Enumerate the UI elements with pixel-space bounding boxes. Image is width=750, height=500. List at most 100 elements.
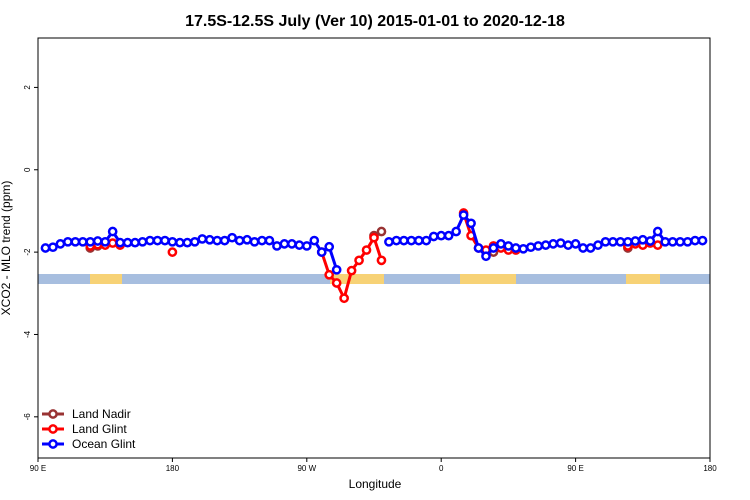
x-tick-label: 180	[703, 464, 717, 473]
point	[249, 236, 260, 247]
land-patch	[626, 274, 660, 284]
point	[331, 264, 342, 275]
point	[145, 235, 155, 246]
point	[294, 240, 305, 250]
point	[227, 232, 237, 243]
point	[540, 240, 551, 250]
point	[615, 236, 626, 247]
x-axis-label: Longitude	[349, 477, 402, 491]
point	[324, 269, 335, 280]
point	[339, 293, 349, 304]
point	[160, 235, 170, 246]
legend-marker	[48, 409, 58, 419]
y-tick-label: -2	[23, 248, 32, 256]
y-axis-label: XCO2 - MLO trend (ppm)	[0, 181, 13, 316]
point	[623, 236, 633, 247]
y-tick-label: -6	[23, 413, 32, 421]
point	[137, 236, 148, 247]
point	[697, 235, 708, 246]
series	[85, 208, 663, 304]
point	[272, 241, 282, 251]
point	[107, 238, 118, 248]
point	[107, 226, 118, 237]
point	[204, 234, 215, 245]
point	[361, 245, 372, 255]
point	[287, 239, 297, 249]
point	[436, 230, 447, 241]
point	[40, 243, 51, 253]
point	[100, 236, 111, 247]
point	[525, 242, 536, 253]
y-tick-label: 0	[23, 167, 32, 172]
point	[85, 236, 96, 247]
plot-frame	[37, 37, 711, 459]
point	[660, 236, 671, 247]
point	[264, 235, 275, 246]
point	[652, 226, 663, 237]
point	[637, 234, 648, 245]
point	[152, 235, 163, 246]
legend-label: Ocean Glint	[72, 437, 136, 451]
point	[428, 231, 439, 242]
point	[555, 238, 566, 248]
point	[346, 265, 357, 276]
point	[257, 235, 267, 246]
point	[600, 236, 611, 247]
point	[652, 240, 663, 250]
point	[511, 243, 521, 253]
point	[77, 236, 88, 247]
point	[309, 235, 320, 246]
point	[421, 235, 432, 246]
legend-marker	[48, 439, 58, 449]
point	[682, 236, 693, 247]
point	[197, 234, 208, 244]
x-tick-label: 0	[439, 464, 444, 473]
point	[115, 237, 125, 248]
point	[413, 235, 424, 246]
point	[48, 242, 58, 253]
x-tick-label: 90 E	[567, 464, 583, 473]
point	[399, 235, 409, 246]
point	[473, 243, 484, 253]
land-patch	[330, 274, 384, 284]
point	[667, 236, 678, 247]
point	[167, 236, 178, 247]
point	[675, 236, 685, 247]
point	[92, 236, 103, 246]
land-mask-band	[38, 274, 710, 284]
point	[212, 235, 223, 246]
point	[219, 235, 230, 246]
point	[242, 234, 252, 245]
point	[578, 243, 588, 253]
point	[458, 210, 469, 220]
point	[301, 241, 312, 251]
point	[130, 237, 140, 248]
point	[279, 239, 290, 249]
point	[533, 241, 544, 251]
legend-marker	[48, 424, 58, 434]
point	[570, 239, 581, 249]
land-patch	[90, 274, 122, 284]
point	[175, 237, 185, 248]
point	[548, 239, 559, 249]
series	[40, 210, 708, 275]
point	[167, 247, 178, 257]
point	[331, 278, 342, 288]
point	[70, 236, 81, 247]
point	[316, 247, 327, 257]
point	[608, 236, 618, 247]
land-patch	[460, 274, 516, 284]
point	[496, 239, 506, 249]
point	[451, 226, 461, 237]
point	[369, 232, 379, 243]
x-tick-label: 90 W	[297, 464, 316, 473]
point	[391, 235, 402, 246]
point	[503, 241, 514, 251]
legend-label: Land Nadir	[72, 407, 131, 421]
point	[481, 251, 491, 262]
point	[585, 243, 596, 253]
y-tick-label: -4	[23, 330, 32, 338]
point	[234, 235, 245, 246]
point	[376, 226, 387, 237]
